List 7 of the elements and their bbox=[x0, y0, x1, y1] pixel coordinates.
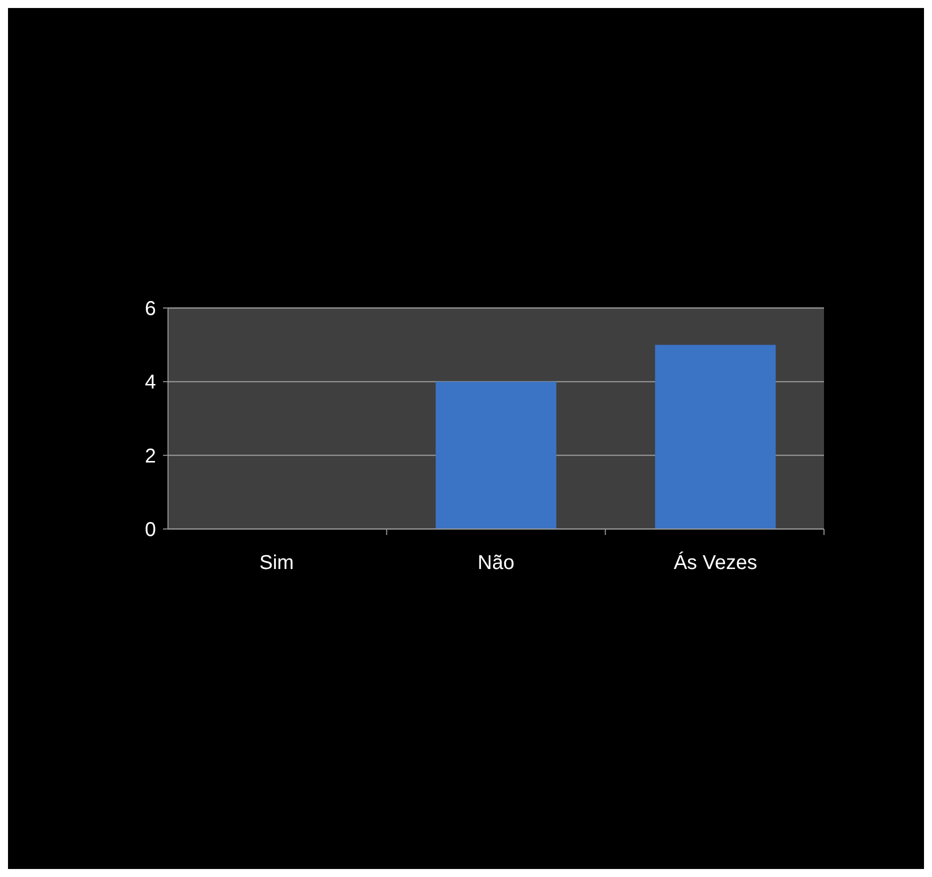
y-tick-label: 4 bbox=[144, 372, 156, 394]
x-tick-label: Sim bbox=[259, 552, 294, 574]
y-tick-label: 0 bbox=[144, 519, 156, 541]
y-tick-label: 2 bbox=[144, 445, 156, 468]
y-tick-label: 6 bbox=[144, 298, 156, 320]
x-tick-label: Ás Vezes bbox=[674, 551, 758, 574]
x-tick-label: Não bbox=[478, 552, 514, 574]
